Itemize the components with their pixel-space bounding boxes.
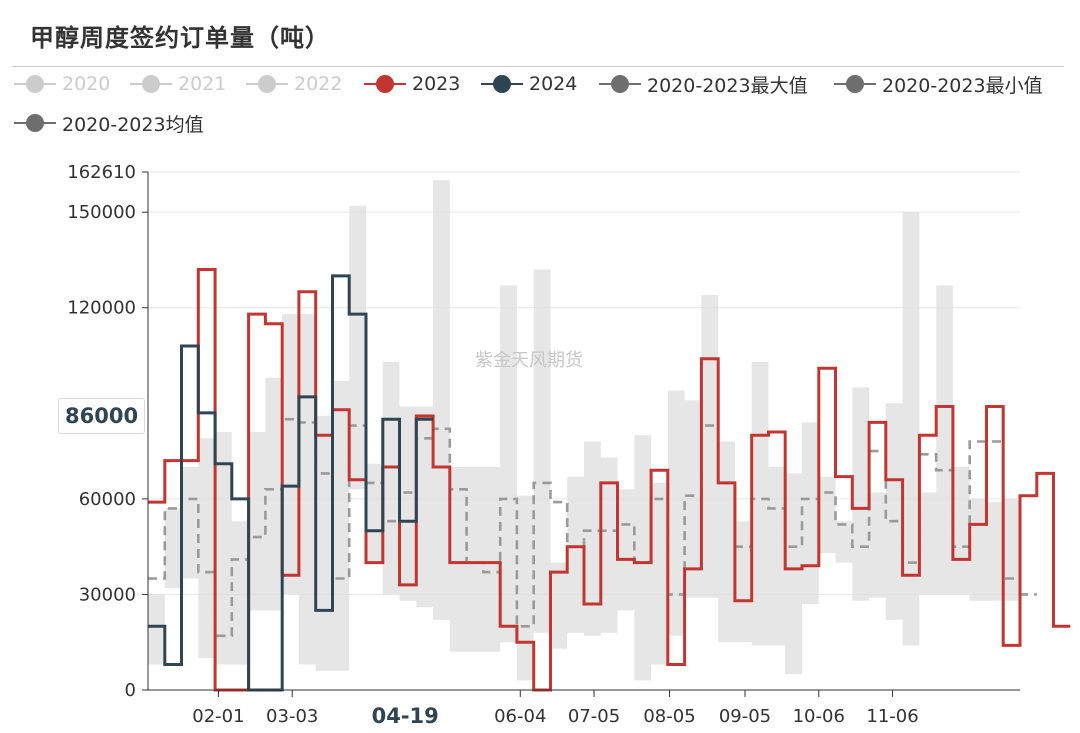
legend-item-2020[interactable]: 2020 [12, 70, 110, 98]
legend-label: 2020-2023均值 [62, 113, 204, 136]
legend-label: 2020-2023最大值 [647, 74, 808, 97]
legend-label: 2022 [294, 73, 343, 95]
axes: 0 30000 60000 120000 150000 162610 02-01 03-03 0… [67, 162, 1020, 727]
chart-title: 甲醇周度签约订单量（吨） [30, 24, 330, 52]
x-tick-label: 10-06 [793, 706, 845, 727]
y-tick-label: 162610 [67, 162, 136, 183]
x-tick-label: 03-03 [266, 706, 318, 727]
title-divider [12, 66, 1064, 67]
x-tick-label: 06-04 [494, 706, 546, 727]
y-tick-label: 150000 [67, 202, 136, 223]
legend-item-2023[interactable]: 2023 [362, 70, 460, 98]
y-axis-pointer-label: 86000 [58, 398, 146, 435]
legend-item-min[interactable]: 2020-2023最小值 [832, 70, 1043, 98]
legend-label: 2020 [62, 73, 111, 95]
legend-marker-icon [481, 75, 523, 93]
legend-item-2022[interactable]: 2022 [244, 70, 342, 98]
legend-label: 2020-2023最小值 [882, 74, 1043, 97]
y-tick-label: 120000 [67, 298, 136, 319]
legend-label: 2023 [412, 73, 461, 95]
legend-item-2024[interactable]: 2024 [479, 70, 577, 98]
y-tick-label: 30000 [79, 584, 136, 605]
y-tick-label: 0 [125, 680, 136, 701]
series-line-2024 [148, 274, 434, 692]
x-tick-label: 11-06 [866, 706, 918, 727]
series-line-2023 [148, 268, 1071, 692]
legend-item-avg[interactable]: 2020-2023均值 [12, 109, 204, 137]
legend-marker-icon [130, 75, 172, 93]
legend-label: 2021 [178, 73, 227, 95]
legend-item-2021[interactable]: 2021 [128, 70, 226, 98]
watermark: 紫金天风期货 [475, 350, 583, 371]
series-lines [148, 268, 1071, 692]
legend-label: 2024 [529, 73, 578, 95]
x-tick-label: 07-05 [568, 706, 620, 727]
legend-marker-icon [364, 75, 406, 93]
legend-marker-icon [14, 75, 56, 93]
legend-marker-icon [834, 75, 876, 93]
legend-item-max[interactable]: 2020-2023最大值 [597, 70, 808, 98]
series-line-average [148, 417, 1037, 638]
x-tick-label: 08-05 [643, 706, 695, 727]
x-axis-pointer-label: 04-19 [361, 700, 449, 732]
x-tick-label: 02-01 [192, 706, 244, 727]
legend-marker-icon [599, 75, 641, 93]
y-tick-label: 60000 [79, 489, 136, 510]
legend-marker-icon [246, 75, 288, 93]
legend-marker-icon [14, 114, 56, 132]
x-tick-label: 09-05 [719, 706, 771, 727]
